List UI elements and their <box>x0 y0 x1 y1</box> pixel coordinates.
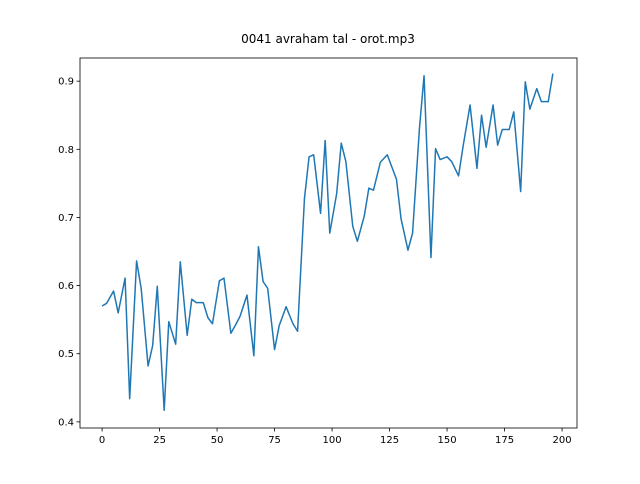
y-tick-label: 0.9 <box>58 77 74 88</box>
x-tick-label: 50 <box>211 435 224 446</box>
y-tick-label: 0.8 <box>58 145 74 156</box>
y-tick-label: 0.6 <box>58 281 74 292</box>
x-tick-label: 125 <box>380 435 399 446</box>
x-tick-label: 150 <box>438 435 457 446</box>
x-tick-label: 0 <box>99 435 105 446</box>
line-series <box>101 73 554 412</box>
x-tick-label: 25 <box>153 435 166 446</box>
axes-frame <box>79 57 578 429</box>
chart-title: 0041 avraham tal - orot.mp3 <box>241 32 415 46</box>
x-tick-label: 175 <box>495 435 514 446</box>
x-tick-label: 75 <box>268 435 281 446</box>
y-tick-label: 0.4 <box>58 417 74 428</box>
y-tick-label: 0.5 <box>58 349 74 360</box>
x-tick-label: 100 <box>323 435 342 446</box>
x-tick-label: 200 <box>553 435 572 446</box>
y-tick-label: 0.7 <box>58 213 74 224</box>
